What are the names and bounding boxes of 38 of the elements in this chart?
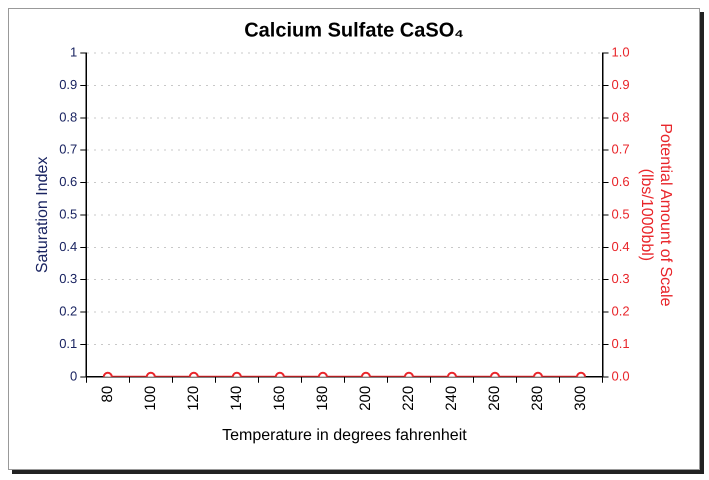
y2-tick-label: 0.5 [612,206,630,222]
x-tick-label: 280 [529,386,546,411]
x-tick-label: 80 [98,386,116,402]
y-tick-label: 0.2 [59,304,78,319]
y2-tick-label: 1.0 [612,44,630,60]
y-tick-label: 0.7 [59,142,78,157]
y-tick-label: 0.6 [59,174,78,190]
y2-axis-title: Potential Amount of Scale (lbs/1000bbl) [638,123,674,307]
y2-tick-label: 0.7 [612,142,630,157]
x-tick-label: 200 [357,386,374,411]
y2-tick-label: 0.0 [612,368,630,384]
y2-tick-label: 0.8 [612,109,630,124]
x-tick-label: 260 [486,386,504,411]
y2-tick-label: 0.9 [612,76,630,92]
y-tick-label: 0.8 [59,109,78,124]
x-tick-label: 220 [400,386,418,411]
y-tick-label: 1 [70,44,78,60]
x-tick-label: 160 [271,386,288,411]
x-tick-label: 140 [228,386,245,411]
y2-tick-label: 0.2 [612,304,630,319]
x-axis-title: Temperature in degrees fahrenheit [222,426,468,444]
y2-tick-label: 0.4 [612,238,630,254]
y-tick-label: 0.3 [59,271,78,286]
y-tick-label: 0.5 [59,206,78,222]
x-tick-label: 120 [184,386,202,411]
x-tick-label: 100 [142,386,159,411]
y-axis-title: Saturation Index [34,156,52,274]
x-tick-label: 240 [443,386,460,411]
x-tick-label: 180 [314,386,332,411]
y-tick-label: 0 [70,368,78,384]
y2-tick-label: 0.3 [612,271,630,286]
y2-tick-label: 0.6 [612,174,630,190]
y-tick-label: 0.9 [59,76,78,92]
y2-tick-label: 0.1 [612,336,630,351]
y-tick-label: 0.1 [59,336,78,351]
x-tick-label: 300 [572,386,590,411]
chart-title: Calcium Sulfate CaSO₄ [244,20,464,42]
y-tick-label: 0.4 [59,238,78,254]
